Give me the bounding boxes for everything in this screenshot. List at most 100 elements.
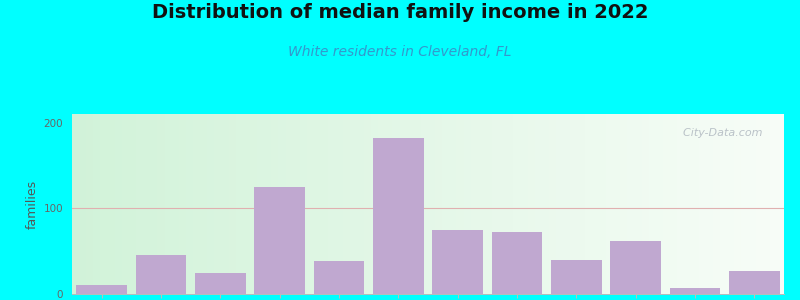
Bar — [464, 114, 470, 294]
Bar — [606, 114, 613, 294]
Bar — [79, 114, 86, 294]
Bar — [663, 114, 670, 294]
Bar — [229, 114, 236, 294]
Bar — [499, 114, 506, 294]
Bar — [236, 114, 243, 294]
Bar — [222, 114, 229, 294]
Bar — [214, 114, 222, 294]
Bar — [698, 114, 706, 294]
Bar — [428, 114, 435, 294]
Bar — [94, 114, 101, 294]
Bar — [570, 114, 578, 294]
Bar — [250, 114, 257, 294]
Bar — [706, 114, 713, 294]
Bar — [691, 114, 698, 294]
Text: City-Data.com: City-Data.com — [676, 128, 762, 138]
Bar — [114, 114, 122, 294]
Bar — [729, 271, 779, 294]
Bar — [656, 114, 663, 294]
Bar — [286, 114, 293, 294]
Bar — [634, 114, 642, 294]
Bar — [158, 114, 165, 294]
Bar — [762, 114, 770, 294]
Bar — [670, 288, 720, 294]
Bar — [421, 114, 428, 294]
Bar — [264, 114, 271, 294]
Bar — [642, 114, 649, 294]
Bar — [165, 114, 172, 294]
Bar — [178, 114, 186, 294]
Bar — [720, 114, 727, 294]
Bar — [442, 114, 450, 294]
Bar — [549, 114, 556, 294]
Bar — [122, 114, 129, 294]
Bar — [770, 114, 777, 294]
Bar — [727, 114, 734, 294]
Bar — [556, 114, 563, 294]
Bar — [578, 114, 585, 294]
Bar — [734, 114, 742, 294]
Bar — [713, 114, 720, 294]
Bar — [414, 114, 421, 294]
Bar — [649, 114, 656, 294]
Bar — [371, 114, 378, 294]
Bar — [677, 114, 684, 294]
Bar — [542, 114, 549, 294]
Bar — [777, 114, 784, 294]
Bar — [373, 138, 423, 294]
Bar — [492, 232, 542, 294]
Bar — [172, 114, 179, 294]
Text: White residents in Cleveland, FL: White residents in Cleveland, FL — [288, 45, 512, 59]
Bar — [350, 114, 357, 294]
Bar — [307, 114, 314, 294]
Bar — [670, 114, 677, 294]
Bar — [620, 114, 627, 294]
Bar — [755, 114, 762, 294]
Bar — [433, 230, 483, 294]
Bar — [478, 114, 485, 294]
Y-axis label: families: families — [26, 179, 39, 229]
Bar — [684, 114, 691, 294]
Text: Distribution of median family income in 2022: Distribution of median family income in … — [152, 3, 648, 22]
Bar — [364, 114, 371, 294]
Bar — [150, 114, 158, 294]
Bar — [457, 114, 464, 294]
Bar — [435, 114, 442, 294]
Bar — [186, 114, 193, 294]
Bar — [200, 114, 207, 294]
Bar — [406, 114, 414, 294]
Bar — [506, 114, 514, 294]
Bar — [534, 114, 542, 294]
Bar — [77, 285, 127, 294]
Bar — [207, 114, 214, 294]
Bar — [293, 114, 300, 294]
Bar — [254, 187, 305, 294]
Bar — [492, 114, 499, 294]
Bar — [563, 114, 570, 294]
Bar — [314, 261, 364, 294]
Bar — [314, 114, 321, 294]
Bar — [470, 114, 478, 294]
Bar — [599, 114, 606, 294]
Bar — [742, 114, 748, 294]
Bar — [592, 114, 599, 294]
Bar — [392, 114, 399, 294]
Bar — [257, 114, 264, 294]
Bar — [300, 114, 307, 294]
Bar — [195, 273, 246, 294]
Bar — [143, 114, 150, 294]
Bar — [278, 114, 286, 294]
Bar — [748, 114, 755, 294]
Bar — [627, 114, 634, 294]
Bar — [136, 114, 143, 294]
Bar — [357, 114, 364, 294]
Bar — [521, 114, 528, 294]
Bar — [514, 114, 521, 294]
Bar — [485, 114, 492, 294]
Bar — [610, 241, 661, 294]
Bar — [585, 114, 592, 294]
Bar — [399, 114, 406, 294]
Bar — [136, 255, 186, 294]
Bar — [378, 114, 386, 294]
Bar — [129, 114, 136, 294]
